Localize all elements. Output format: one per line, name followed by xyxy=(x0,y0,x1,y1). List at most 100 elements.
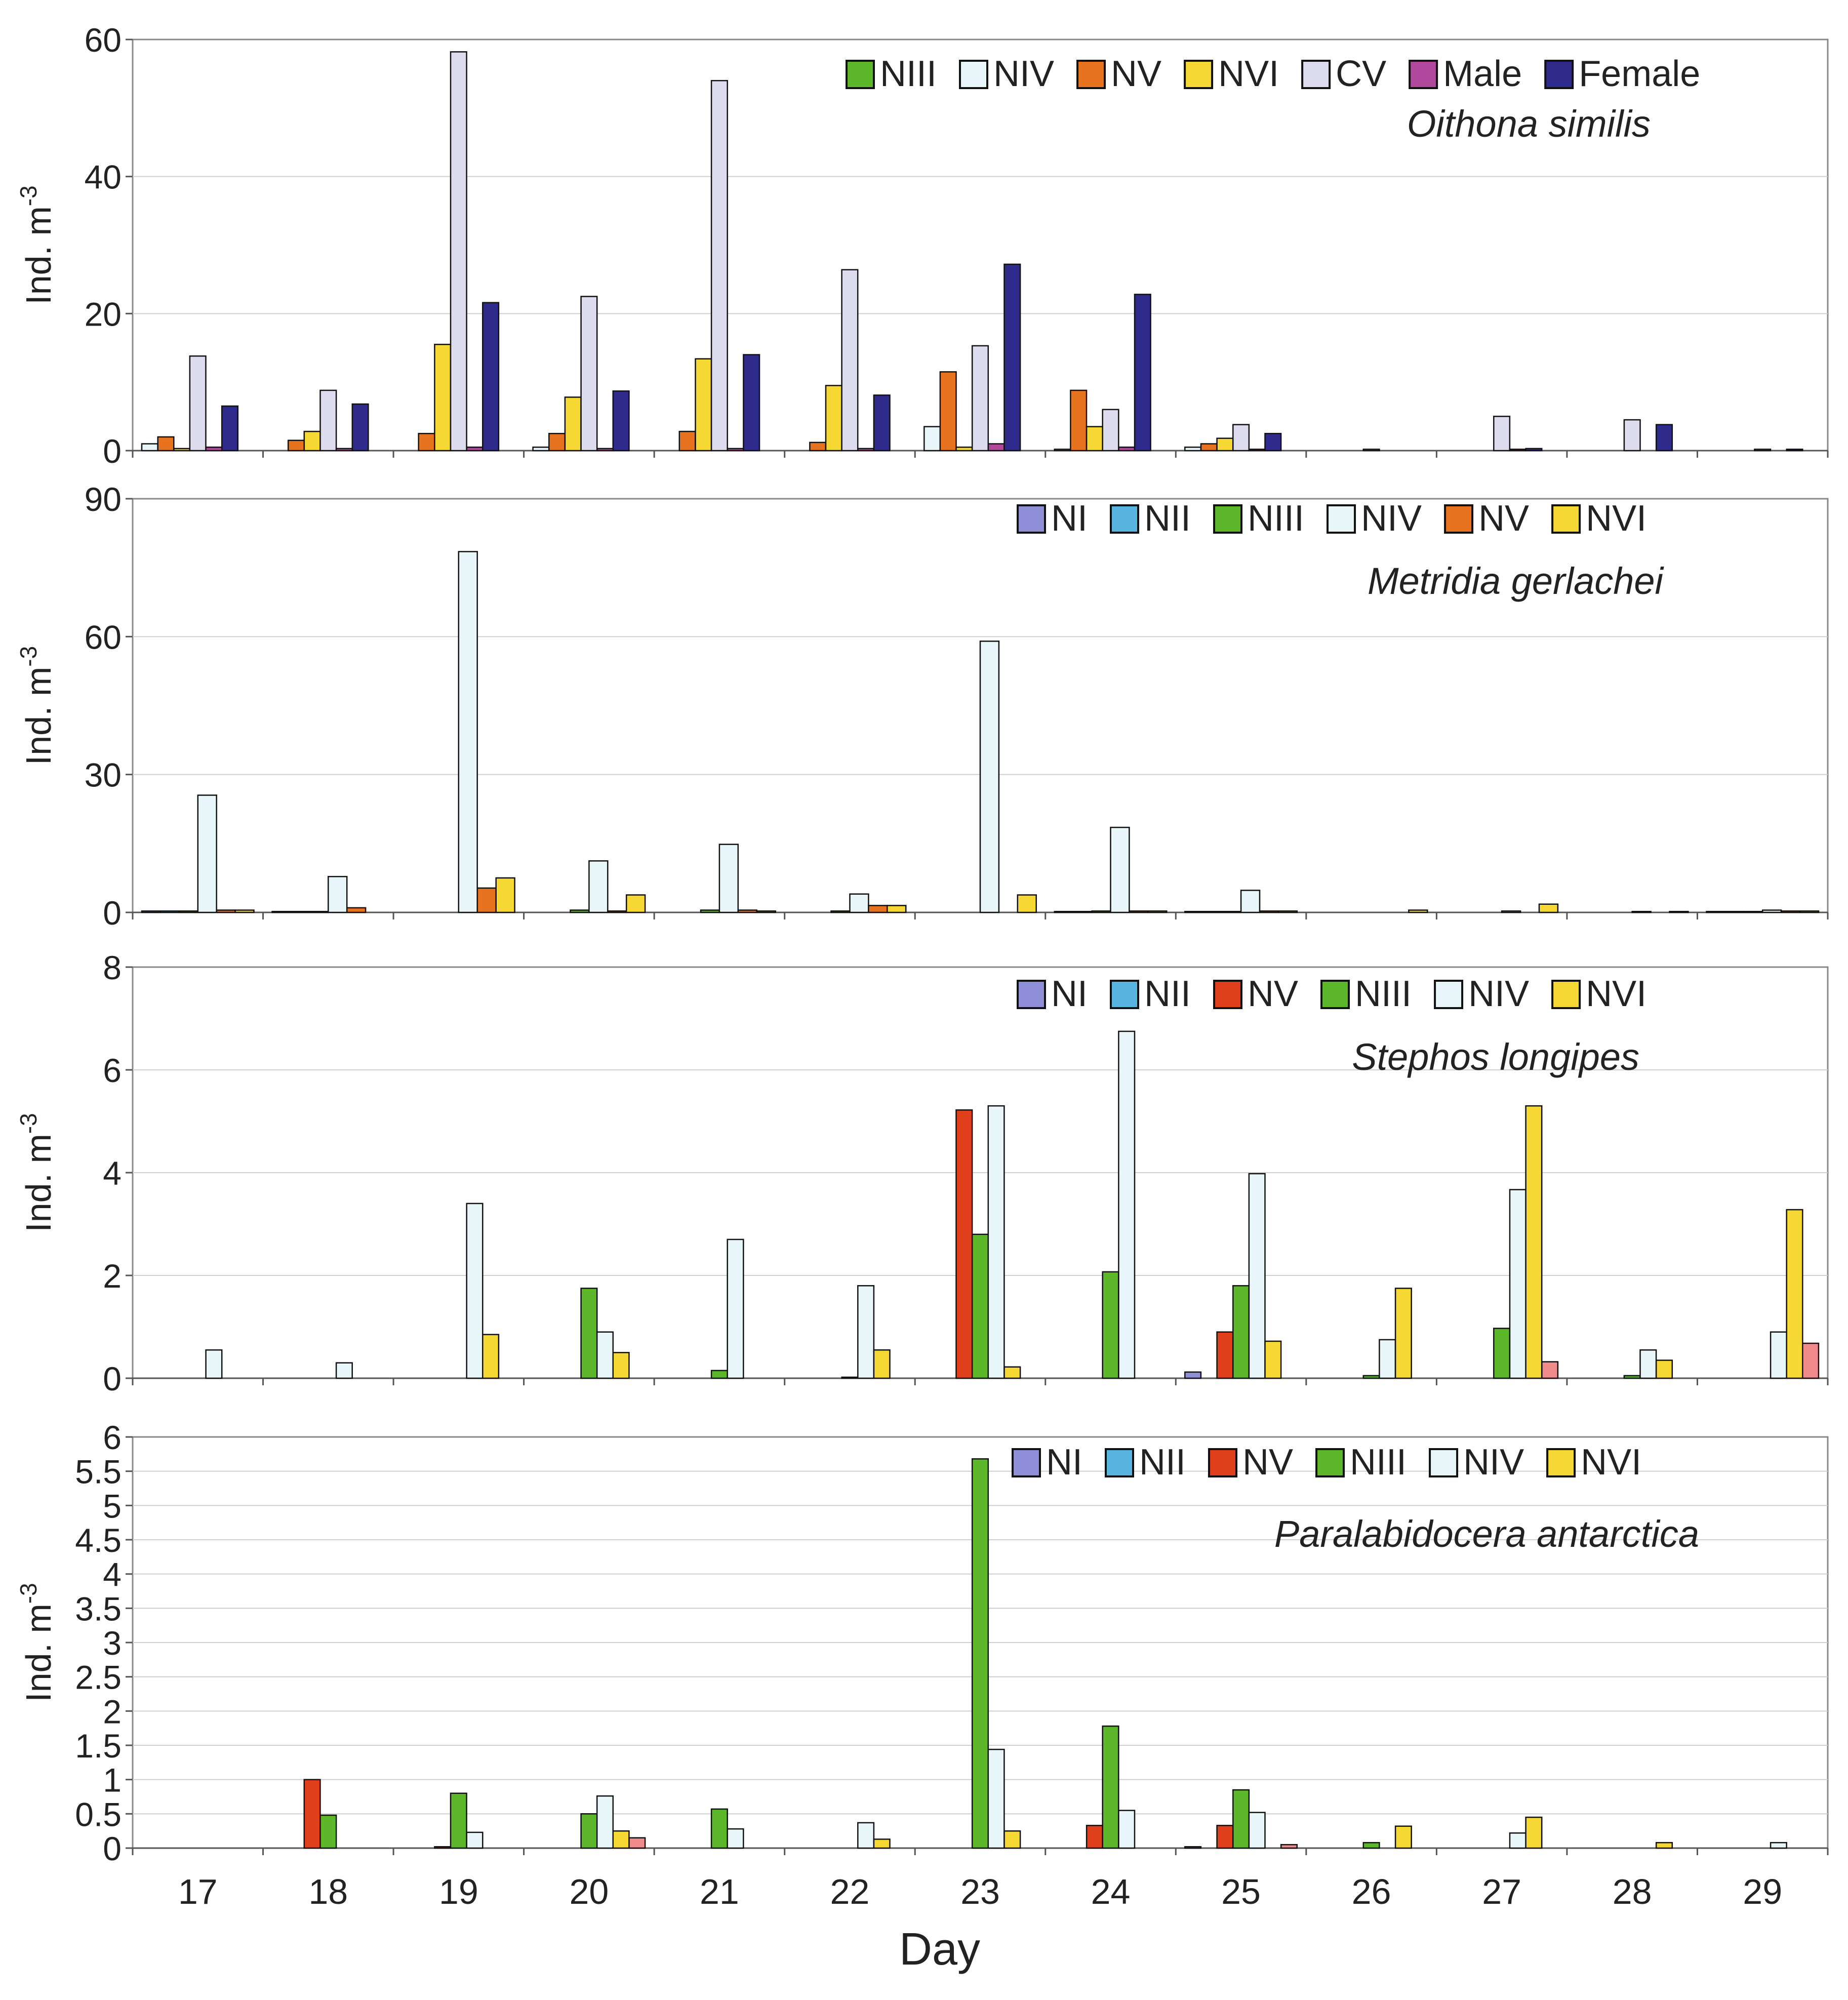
bar-nvi-day-23 xyxy=(955,446,973,452)
bar-niv-day-21 xyxy=(727,1828,744,1849)
bar-nv-day-18 xyxy=(346,907,367,913)
bar-nv-day-18 xyxy=(303,1779,321,1849)
bar-cv-day-27 xyxy=(1493,416,1511,452)
bar-nvi-day-24 xyxy=(1147,910,1168,913)
bar-niv-day-25 xyxy=(1184,446,1202,452)
bar-male-day-24 xyxy=(1118,446,1136,452)
y-tick-label: 0 xyxy=(103,1830,122,1867)
bar-niv-day-24 xyxy=(1054,449,1071,452)
bar-niv-day-23 xyxy=(987,1105,1005,1379)
bar-nv-day-25 xyxy=(1200,443,1218,452)
x-tick-label: 18 xyxy=(308,1872,348,1911)
bar-niv-day-25 xyxy=(1248,1812,1266,1849)
bar-male-day-27 xyxy=(1509,449,1526,452)
bar-male-day-20 xyxy=(596,448,614,452)
bar-niv-day-17 xyxy=(197,794,217,913)
bar-female-day-23 xyxy=(1003,263,1021,452)
legend-label-niii: NIII xyxy=(880,54,937,94)
bar-niv-day-26 xyxy=(1379,1339,1396,1379)
bar-niii-day-27 xyxy=(1493,1328,1511,1379)
bar-niii-day-25 xyxy=(1232,1285,1250,1379)
bar-cv-day-28 xyxy=(1623,419,1641,452)
bar-nv-day-21 xyxy=(737,909,757,913)
bar-female-day-24 xyxy=(1134,294,1151,452)
bar-niii-day-21 xyxy=(710,1808,728,1849)
legend-swatch-ni xyxy=(1017,980,1046,1009)
legend: NI NII NV NIII NIV NVI xyxy=(1012,1442,1641,1483)
species-title: Stephos longipes xyxy=(1352,1036,1639,1078)
bar-male-day-23 xyxy=(987,443,1005,452)
bar-nvi-day-22 xyxy=(873,1838,891,1849)
x-tick-label: 26 xyxy=(1352,1872,1391,1911)
bar-ni-day-18 xyxy=(271,910,292,913)
bar-niv-day-18 xyxy=(328,875,348,913)
bar-male-day-21 xyxy=(727,448,744,452)
bar-niii-day-17 xyxy=(178,910,199,913)
legend-label-nvi: NVI xyxy=(1218,54,1279,94)
bar-nvi-day-21 xyxy=(756,910,776,913)
bar-nvi-day-29 xyxy=(1799,910,1820,913)
bar-nv-day-17 xyxy=(216,909,236,913)
legend-label-nv: NV xyxy=(1242,1442,1293,1483)
bar-nvi-day-19 xyxy=(482,1334,500,1379)
x-tick-label: 20 xyxy=(569,1872,609,1911)
bar-nvi-day-24 xyxy=(1086,426,1103,452)
bar-niii-day-20 xyxy=(580,1288,598,1379)
bar-nv-day-17 xyxy=(157,436,175,452)
bar-ni-day-17 xyxy=(141,910,162,913)
y-tick-label: 5 xyxy=(103,1487,122,1525)
bar-niv-day-21 xyxy=(718,844,739,913)
bar-nv-day-22 xyxy=(809,442,827,452)
legend-label-nvi: NVI xyxy=(1581,1442,1641,1483)
bar-nvi-day-25 xyxy=(1264,1340,1282,1379)
bar-nvi-day-25 xyxy=(1277,910,1298,913)
bar-female-day-22 xyxy=(873,394,891,452)
bar-nvi-day-26 xyxy=(1394,1825,1412,1849)
bar-nvi-day-28 xyxy=(1655,1359,1673,1379)
bar-niv-day-23 xyxy=(923,426,941,452)
y-tick-label: 0 xyxy=(103,1360,122,1397)
legend-swatch-nv xyxy=(1213,980,1243,1009)
bar-cv-day-22 xyxy=(841,269,859,452)
bar-niv-day-20 xyxy=(532,446,550,452)
legend-label-niv: NIV xyxy=(1361,498,1422,539)
bar-other-day-20 xyxy=(628,1837,646,1849)
bar-niv-day-29 xyxy=(1770,1842,1787,1849)
bar-nvi-day-20 xyxy=(564,396,582,452)
bar-niii-day-22 xyxy=(830,910,851,913)
bar-nvi-day-20 xyxy=(612,1352,630,1379)
legend-swatch-niii xyxy=(1315,1448,1345,1477)
bar-niii-day-19 xyxy=(450,1792,467,1849)
bar-cv-day-21 xyxy=(710,79,728,452)
y-tick-label: 60 xyxy=(85,21,122,59)
legend-label-nii: NII xyxy=(1144,498,1191,539)
bar-niii-day-18 xyxy=(309,910,329,913)
species-title: Paralabidocera antarctica xyxy=(1274,1513,1699,1555)
bar-female-day-19 xyxy=(482,302,500,452)
bar-male-day-22 xyxy=(857,448,875,452)
bar-niii-day-22 xyxy=(841,1376,859,1379)
legend-swatch-nii xyxy=(1110,504,1139,534)
bar-niii-day-28 xyxy=(1623,1375,1641,1379)
legend-swatch-niii xyxy=(1320,980,1350,1009)
legend-swatch-nii xyxy=(1110,980,1139,1009)
bar-female-day-20 xyxy=(612,390,630,452)
bar-cv-day-24 xyxy=(1102,409,1119,452)
bar-female-day-17 xyxy=(221,405,239,452)
bar-niii-day-18 xyxy=(319,1814,337,1849)
y-tick-label: 0 xyxy=(103,432,122,470)
bar-niii-day-23 xyxy=(971,1458,989,1849)
x-tick-label: 29 xyxy=(1743,1872,1782,1911)
y-tick-label: 4 xyxy=(103,1154,122,1192)
bar-female-day-18 xyxy=(351,403,369,452)
legend-swatch-nvi xyxy=(1546,1448,1576,1477)
bar-niii-day-29 xyxy=(1743,910,1763,913)
bar-other-day-29 xyxy=(1802,1342,1820,1379)
legend-label-cv: CV xyxy=(1336,54,1386,94)
bar-cv-day-18 xyxy=(319,389,337,452)
bar-niv-day-24 xyxy=(1110,826,1130,913)
bar-female-day-21 xyxy=(743,354,760,452)
x-tick-label: 21 xyxy=(700,1872,739,1911)
y-axis-title: Ind. m-3 xyxy=(15,185,58,304)
bar-nv-day-23 xyxy=(955,1109,973,1379)
